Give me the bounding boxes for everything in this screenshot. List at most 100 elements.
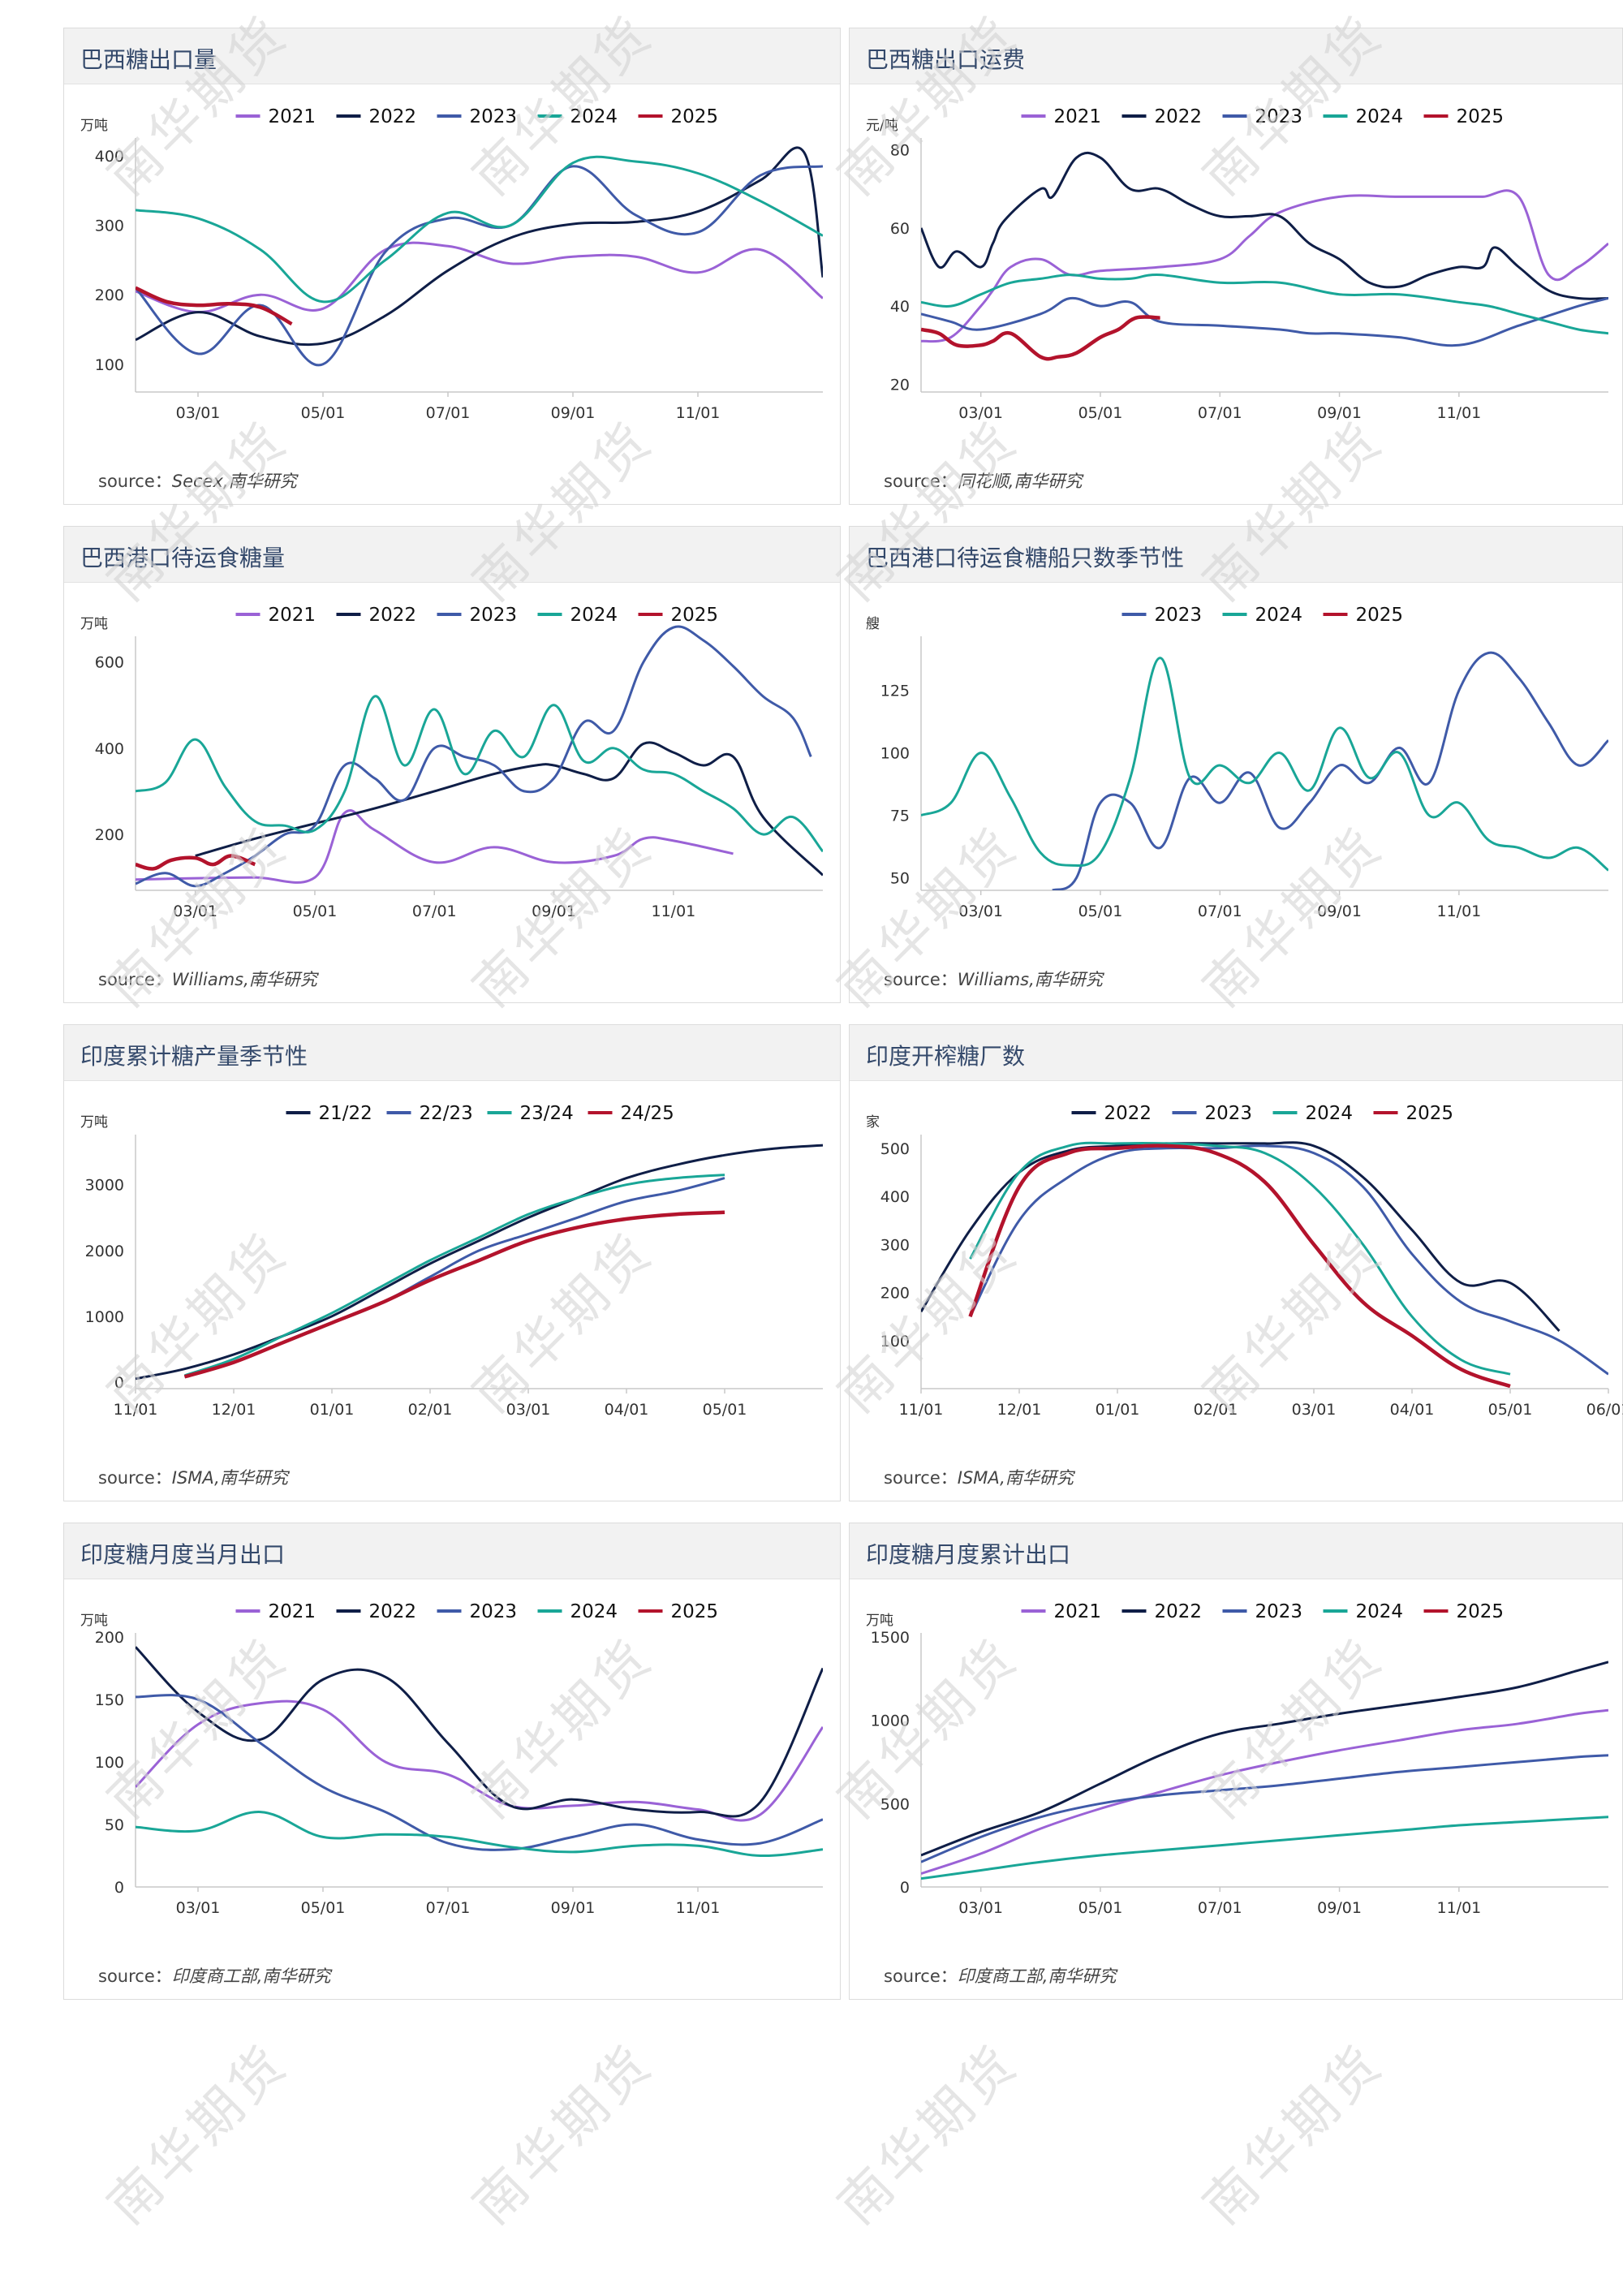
series-line-2023 [136, 165, 823, 367]
x-tick-label: 09/01 [1317, 902, 1362, 920]
legend-label: 2023 [470, 605, 518, 626]
legend-item[interactable]: 2021 [235, 1601, 316, 1622]
y-unit-label: 家 [866, 1114, 880, 1131]
source-note: source：印度商工部,南华研究 [884, 1963, 1116, 1988]
y-tick-label: 100 [880, 745, 910, 763]
legend-item[interactable]: 2022 [336, 605, 417, 626]
legend-item[interactable]: 2023 [1172, 1103, 1253, 1124]
legend-label: 2024 [1356, 106, 1404, 127]
x-tick-label: 07/01 [426, 1899, 471, 1917]
legend-item[interactable]: 2021 [235, 106, 316, 127]
x-tick-label: 03/01 [506, 1401, 551, 1419]
legend-item[interactable]: 2021 [235, 605, 316, 626]
y-tick-label: 200 [95, 286, 124, 304]
legend-item[interactable]: 2023 [437, 605, 518, 626]
legend-label: 2023 [1255, 1601, 1303, 1622]
legend-label: 2021 [1054, 106, 1102, 127]
source-text: ISMA,南华研究 [171, 1468, 288, 1488]
x-tick-label: 06/01 [1586, 1401, 1623, 1419]
y-tick-label: 80 [890, 142, 910, 160]
legend-item[interactable]: 2024 [1323, 106, 1404, 127]
legend-label: 22/23 [420, 1103, 473, 1124]
y-tick-label: 60 [890, 220, 910, 238]
legend-item[interactable]: 2025 [1423, 1601, 1505, 1622]
legend-item[interactable]: 2023 [1222, 106, 1303, 127]
x-tick-label: 11/01 [651, 902, 695, 920]
y-tick-label: 100 [880, 1333, 910, 1350]
legend-item[interactable]: 2024 [537, 106, 618, 127]
legend-item[interactable]: 2023 [437, 1601, 518, 1622]
series-line-2024 [136, 155, 823, 304]
legend-item[interactable]: 2024 [1323, 1601, 1404, 1622]
legend-item[interactable]: 21/22 [286, 1103, 372, 1124]
legend-label: 2023 [470, 106, 518, 127]
legend-item[interactable]: 2024 [1272, 1103, 1354, 1124]
legend-label: 2025 [1356, 605, 1404, 626]
legend-item[interactable]: 2025 [638, 106, 719, 127]
series-line-2023 [136, 625, 812, 888]
x-tick-label: 07/01 [1198, 404, 1242, 422]
y-unit-label: 万吨 [80, 1613, 108, 1629]
legend-item[interactable]: 2022 [1121, 106, 1203, 127]
legend-label: 2021 [269, 1601, 316, 1622]
x-tick-label: 01/01 [310, 1401, 355, 1419]
series-line-2025 [968, 1144, 1511, 1389]
legend-label: 2021 [269, 605, 316, 626]
y-unit-label: 万吨 [866, 1613, 893, 1629]
x-tick-label: 12/01 [997, 1401, 1042, 1419]
legend-item[interactable]: 2022 [336, 1601, 417, 1622]
legend-label: 21/22 [319, 1103, 372, 1124]
source-label: source： [884, 472, 958, 491]
series-line-2021 [136, 809, 734, 884]
chart-panel-c4: 巴西港口待运食糖船只数季节性艘 50 75 100 125 03/01 05/01 07/01… [849, 526, 1623, 1003]
source-label: source： [98, 970, 172, 989]
chart-plot: 万吨 0 50 100 150 200 03/01 05/01 07/01 09/01 11/01 2… [80, 1601, 823, 1917]
series-line-22-23 [184, 1177, 725, 1378]
source-text: 印度商工部,南华研究 [171, 1966, 331, 1986]
source-text: Williams,南华研究 [171, 970, 317, 989]
legend-item[interactable]: 2024 [537, 1601, 618, 1622]
legend-item[interactable]: 2022 [1071, 1103, 1152, 1124]
legend-item[interactable]: 2025 [1323, 605, 1404, 626]
legend-item[interactable]: 2023 [1121, 605, 1203, 626]
legend-item[interactable]: 2025 [1423, 106, 1505, 127]
legend-label: 2025 [1406, 1103, 1454, 1124]
legend-label: 2025 [1457, 1601, 1505, 1622]
series-line-2023 [136, 1694, 823, 1851]
legend-item[interactable]: 2022 [336, 106, 417, 127]
y-tick-label: 125 [880, 683, 910, 700]
legend-item[interactable]: 2021 [1021, 1601, 1102, 1622]
legend-label: 24/25 [621, 1103, 674, 1124]
legend-item[interactable]: 2025 [638, 1601, 719, 1622]
legend-item[interactable]: 2023 [1222, 1601, 1303, 1622]
legend-label: 2025 [1457, 106, 1505, 127]
legend-item[interactable]: 24/25 [588, 1103, 674, 1124]
legend-label: 2025 [671, 106, 719, 127]
legend-item[interactable]: 2024 [537, 605, 618, 626]
x-tick-label: 11/01 [114, 1401, 158, 1419]
x-tick-label: 05/01 [293, 902, 338, 920]
x-tick-label: 09/01 [1317, 404, 1362, 422]
source-label: source： [884, 970, 958, 989]
legend-item[interactable]: 23/24 [487, 1103, 574, 1124]
legend-label: 23/24 [520, 1103, 574, 1124]
chart-header: 巴西糖出口量 [64, 28, 840, 84]
legend-item[interactable]: 2024 [1222, 605, 1303, 626]
legend-item[interactable]: 2025 [1373, 1103, 1454, 1124]
x-tick-label: 04/01 [1390, 1401, 1435, 1419]
chart-plot: 万吨 0 1000 2000 3000 11/01 12/01 01/01 02/01 03/01… [80, 1103, 823, 1419]
chart-panel-c5: 印度累计糖产量季节性万吨 0 1000 2000 3000 11/01 12/01 01/01… [63, 1024, 841, 1501]
y-tick-label: 500 [880, 1795, 910, 1813]
x-tick-label: 11/01 [676, 404, 721, 422]
x-tick-label: 03/01 [176, 404, 221, 422]
legend-item[interactable]: 2021 [1021, 106, 1102, 127]
chart-plot: 艘 50 75 100 125 03/01 05/01 07/01 09/01 11/01 2023… [866, 605, 1608, 920]
legend-item[interactable]: 22/23 [386, 1103, 473, 1124]
legend-label: 2024 [570, 605, 618, 626]
legend-item[interactable]: 2022 [1121, 1601, 1203, 1622]
chart-header: 印度累计糖产量季节性 [64, 1025, 840, 1081]
legend-item[interactable]: 2025 [638, 605, 719, 626]
source-text: Williams,南华研究 [957, 970, 1103, 989]
x-tick-label: 11/01 [899, 1401, 944, 1419]
legend-item[interactable]: 2023 [437, 106, 518, 127]
